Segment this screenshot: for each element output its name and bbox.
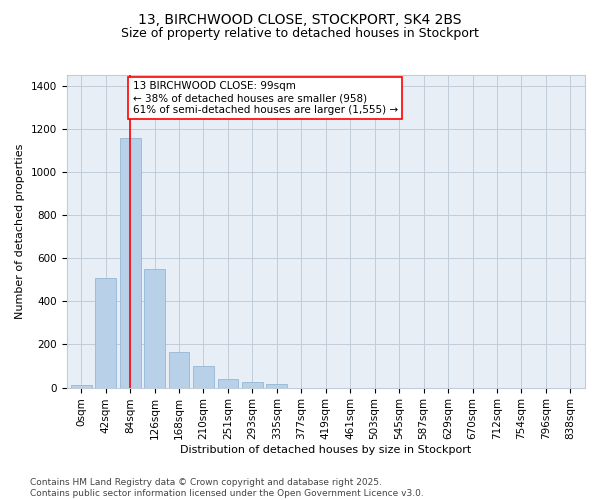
Text: 13 BIRCHWOOD CLOSE: 99sqm
← 38% of detached houses are smaller (958)
61% of semi: 13 BIRCHWOOD CLOSE: 99sqm ← 38% of detac…: [133, 82, 398, 114]
Bar: [144, 269, 165, 388]
Text: Size of property relative to detached houses in Stockport: Size of property relative to detached ho…: [121, 28, 479, 40]
Bar: [218, 380, 238, 388]
Y-axis label: Number of detached properties: Number of detached properties: [15, 144, 25, 319]
Bar: [71, 386, 92, 388]
Bar: [266, 384, 287, 388]
X-axis label: Distribution of detached houses by size in Stockport: Distribution of detached houses by size …: [180, 445, 472, 455]
Bar: [120, 138, 140, 388]
Bar: [193, 366, 214, 388]
Bar: [95, 278, 116, 388]
Text: 13, BIRCHWOOD CLOSE, STOCKPORT, SK4 2BS: 13, BIRCHWOOD CLOSE, STOCKPORT, SK4 2BS: [138, 12, 462, 26]
Bar: [242, 382, 263, 388]
Text: Contains HM Land Registry data © Crown copyright and database right 2025.
Contai: Contains HM Land Registry data © Crown c…: [30, 478, 424, 498]
Bar: [169, 352, 190, 388]
